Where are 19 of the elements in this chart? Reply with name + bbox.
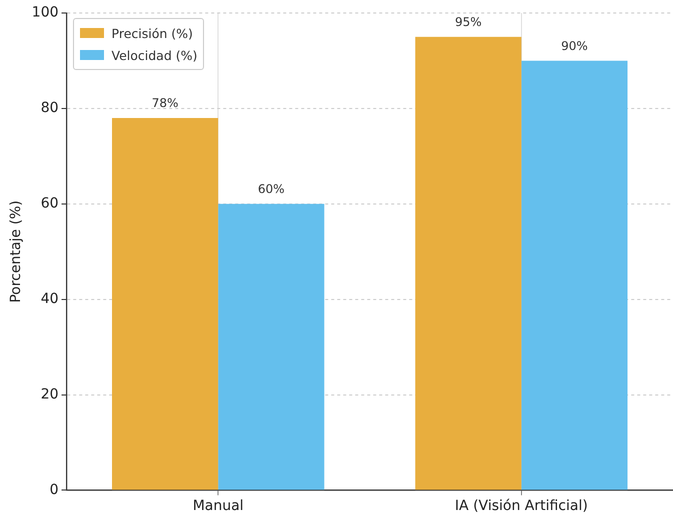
y-axis-title: Porcentaje (%): [8, 200, 24, 303]
y-tick-label: 100: [32, 4, 59, 21]
y-tick-label: 60: [40, 196, 59, 212]
y-tick-label: 20: [40, 386, 59, 402]
y-tick-label: 80: [40, 100, 59, 116]
text: 90%: [561, 38, 588, 53]
y-tick-label: 40: [40, 290, 59, 307]
text: 78%: [152, 96, 178, 110]
bar: [112, 118, 218, 490]
legend-label: Precisión (%): [112, 26, 193, 40]
text: 60%: [258, 182, 285, 196]
y-tick-label: 0: [50, 482, 59, 498]
bar: [415, 36, 522, 490]
bar: [521, 60, 628, 490]
text: 95%: [454, 14, 482, 29]
x-tick-label: IA (Visión Artificial): [454, 498, 588, 514]
legend-label: Velocidad (%): [112, 48, 198, 62]
x-tick-label: Manual: [192, 498, 244, 514]
bar: [218, 204, 324, 490]
